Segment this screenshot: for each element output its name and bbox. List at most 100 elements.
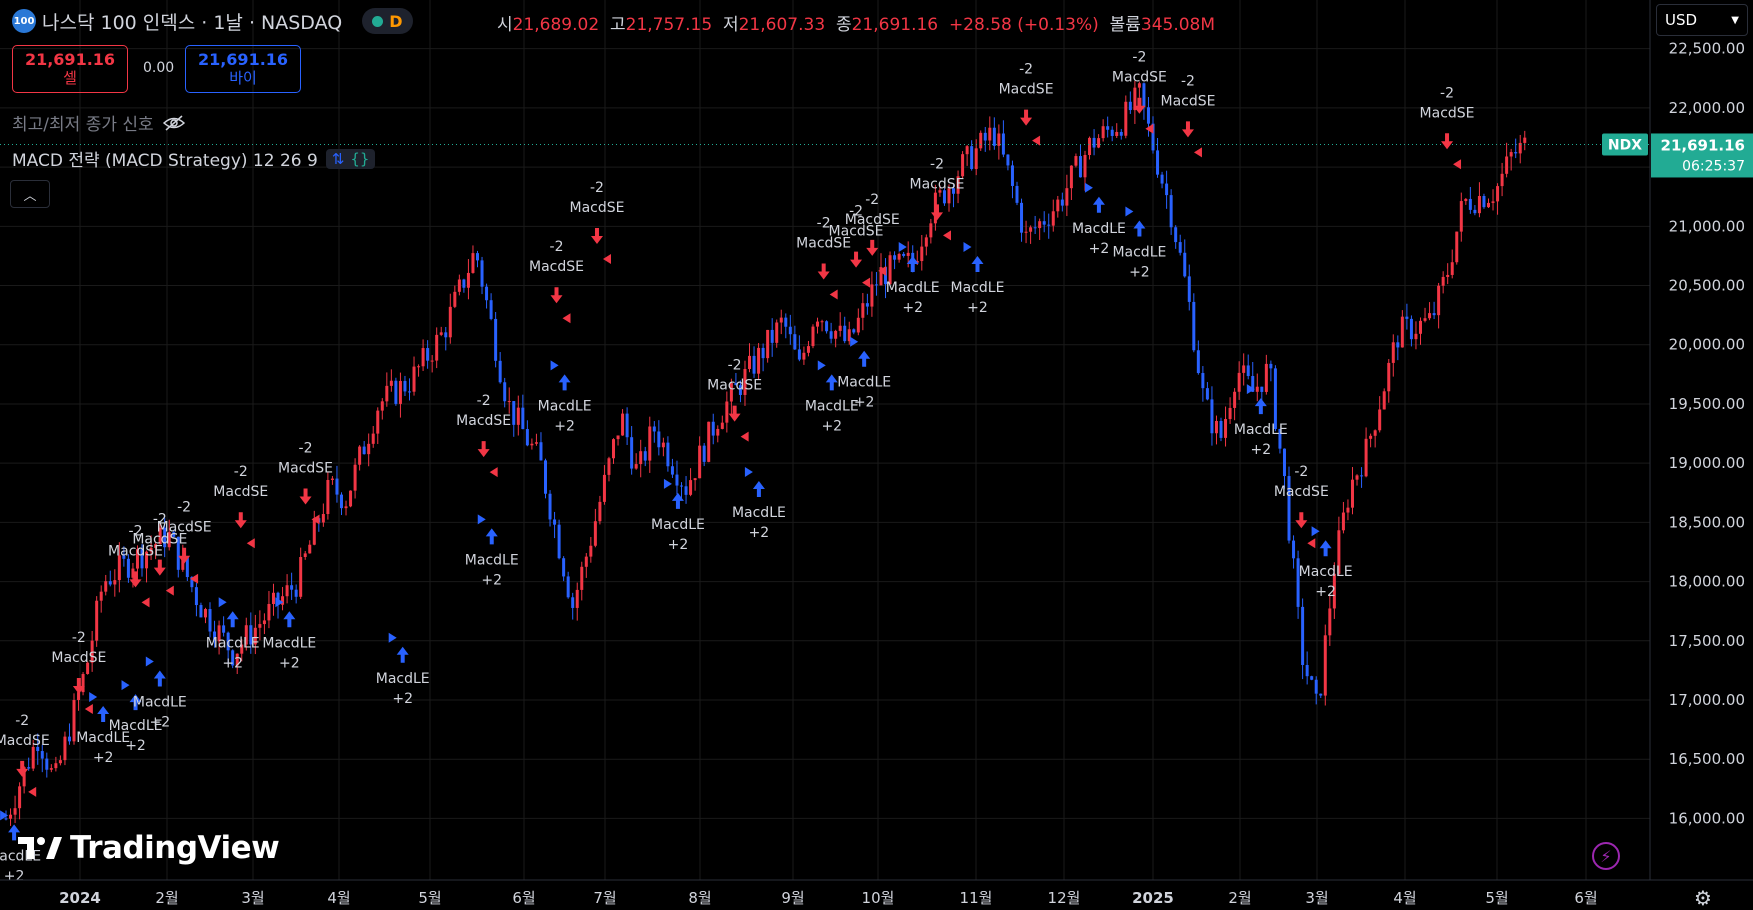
triangle-left-icon bbox=[878, 265, 887, 276]
signal-label: MacdLE bbox=[376, 671, 430, 687]
arrow-up-icon bbox=[97, 706, 110, 722]
currency-label: USD bbox=[1665, 11, 1698, 29]
signal-label: MacdSE bbox=[51, 650, 106, 666]
candle-body bbox=[1364, 438, 1368, 477]
candle-body bbox=[1269, 363, 1273, 369]
candle-body bbox=[344, 506, 348, 509]
price-tick-label: 21,000.00 bbox=[1669, 217, 1745, 235]
candle-body bbox=[942, 190, 946, 204]
signal-label: MacdSE bbox=[829, 224, 884, 240]
candle-body bbox=[997, 133, 1001, 146]
candle-body bbox=[1069, 165, 1073, 189]
signal-indicator-row[interactable]: 최고/최저 종가 신호 bbox=[12, 110, 186, 135]
signal-qty: -2 bbox=[477, 393, 491, 409]
long-entry-signal: MacdLE +2 bbox=[133, 656, 187, 730]
candle-body bbox=[63, 736, 67, 761]
candle-body bbox=[1214, 420, 1218, 434]
candle-body bbox=[612, 439, 616, 459]
signal-qty: -2 bbox=[817, 216, 831, 232]
strategy-tools[interactable]: ⇅ {} bbox=[325, 148, 376, 169]
symbol-title[interactable]: 나스닥 100 인덱스 · 1날 · NASDAQ bbox=[42, 11, 343, 34]
candle-body bbox=[598, 501, 602, 522]
triangle-left-icon bbox=[84, 704, 93, 714]
settings-gear-icon[interactable]: ⚙ bbox=[1694, 886, 1712, 910]
triangle-right-icon bbox=[477, 514, 486, 525]
candle-body bbox=[149, 547, 153, 552]
candle-body bbox=[1346, 507, 1350, 513]
candle-body bbox=[1233, 391, 1237, 408]
candle-body bbox=[412, 366, 416, 392]
strategy-arrows-icon[interactable]: ⇅ bbox=[331, 149, 345, 168]
source-code-icon[interactable]: {} bbox=[350, 149, 370, 168]
bar-countdown-label: 06:25:37 bbox=[1682, 158, 1745, 174]
candle-body bbox=[1455, 231, 1459, 263]
candle-body bbox=[1133, 87, 1137, 111]
signal-indicator-label: 최고/최저 종가 신호 bbox=[12, 115, 154, 135]
arrow-down-icon bbox=[477, 441, 490, 458]
collapse-legend-button[interactable]: ︿ bbox=[10, 180, 50, 208]
candle-body bbox=[1178, 242, 1182, 253]
candle-body bbox=[793, 334, 797, 350]
candle-body bbox=[1486, 202, 1490, 208]
buy-button[interactable]: 21,691.16 바이 bbox=[185, 45, 301, 93]
time-axis-bg bbox=[0, 880, 1753, 910]
tradingview-logo: TradingView bbox=[18, 830, 280, 866]
time-tick-label: 10월 bbox=[862, 889, 895, 907]
long-entry-signal: MacdLE +2 bbox=[76, 692, 130, 766]
signal-label: MacdSE bbox=[1160, 93, 1215, 109]
candle-body bbox=[693, 478, 697, 481]
candle-body bbox=[466, 272, 470, 288]
triangle-right-icon bbox=[1084, 182, 1093, 193]
signal-qty: +2 bbox=[1315, 584, 1336, 600]
candle-body bbox=[135, 549, 139, 569]
symbol-tag-label: NDX bbox=[1608, 137, 1642, 153]
candle-body bbox=[1314, 679, 1318, 694]
candle-body bbox=[702, 445, 706, 462]
signal-qty: +2 bbox=[149, 714, 170, 730]
candle-body bbox=[1088, 137, 1092, 155]
market-status-pill[interactable]: D bbox=[362, 8, 413, 34]
price-tick-label: 22,000.00 bbox=[1669, 99, 1745, 117]
arrow-down-icon bbox=[72, 678, 85, 694]
signal-label: MacdLE bbox=[837, 375, 891, 391]
candle-body bbox=[961, 154, 965, 177]
candle-body bbox=[1409, 318, 1413, 340]
candle-body bbox=[1450, 262, 1454, 275]
candle-body bbox=[643, 451, 647, 461]
candle-body bbox=[31, 746, 35, 769]
candle-body bbox=[729, 383, 733, 402]
candle-body bbox=[512, 401, 516, 425]
candle-body bbox=[766, 329, 770, 359]
eye-hidden-icon[interactable] bbox=[162, 114, 186, 132]
symbol-logo-icon[interactable]: 100 bbox=[12, 9, 36, 33]
signal-qty: -2 bbox=[1181, 73, 1195, 89]
candle-body bbox=[1500, 173, 1504, 187]
currency-selector[interactable]: USD ▼ bbox=[1656, 4, 1748, 36]
candle-body bbox=[1065, 188, 1069, 206]
lightning-icon[interactable]: ⚡ bbox=[1592, 842, 1620, 870]
candle-body bbox=[1219, 420, 1223, 438]
time-tick-label: 2024 bbox=[59, 889, 101, 907]
candle-body bbox=[1278, 428, 1282, 449]
triangle-right-icon bbox=[121, 680, 130, 691]
candle-body bbox=[1296, 558, 1300, 607]
candle-body bbox=[122, 555, 126, 559]
candle-body bbox=[376, 410, 380, 434]
candle-body bbox=[262, 620, 266, 625]
candle-body bbox=[1387, 362, 1391, 392]
candle-body bbox=[9, 814, 13, 819]
sell-button[interactable]: 21,691.16 셀 bbox=[12, 45, 128, 93]
signal-label: MacdLE bbox=[1072, 221, 1126, 237]
candle-body bbox=[167, 532, 171, 548]
triangle-left-icon bbox=[28, 786, 37, 797]
candle-body bbox=[847, 329, 851, 342]
strategy-indicator-row[interactable]: MACD 전략 (MACD Strategy) 12 26 9 ⇅ {} bbox=[12, 146, 376, 171]
triangle-right-icon bbox=[275, 597, 284, 608]
arrow-up-icon bbox=[752, 481, 765, 497]
candle-body bbox=[485, 286, 489, 301]
candle-body bbox=[1414, 333, 1418, 340]
candle-body bbox=[1151, 123, 1155, 151]
candle-body bbox=[516, 407, 520, 425]
long-entry-signal: MacdLE +2 bbox=[376, 632, 430, 707]
